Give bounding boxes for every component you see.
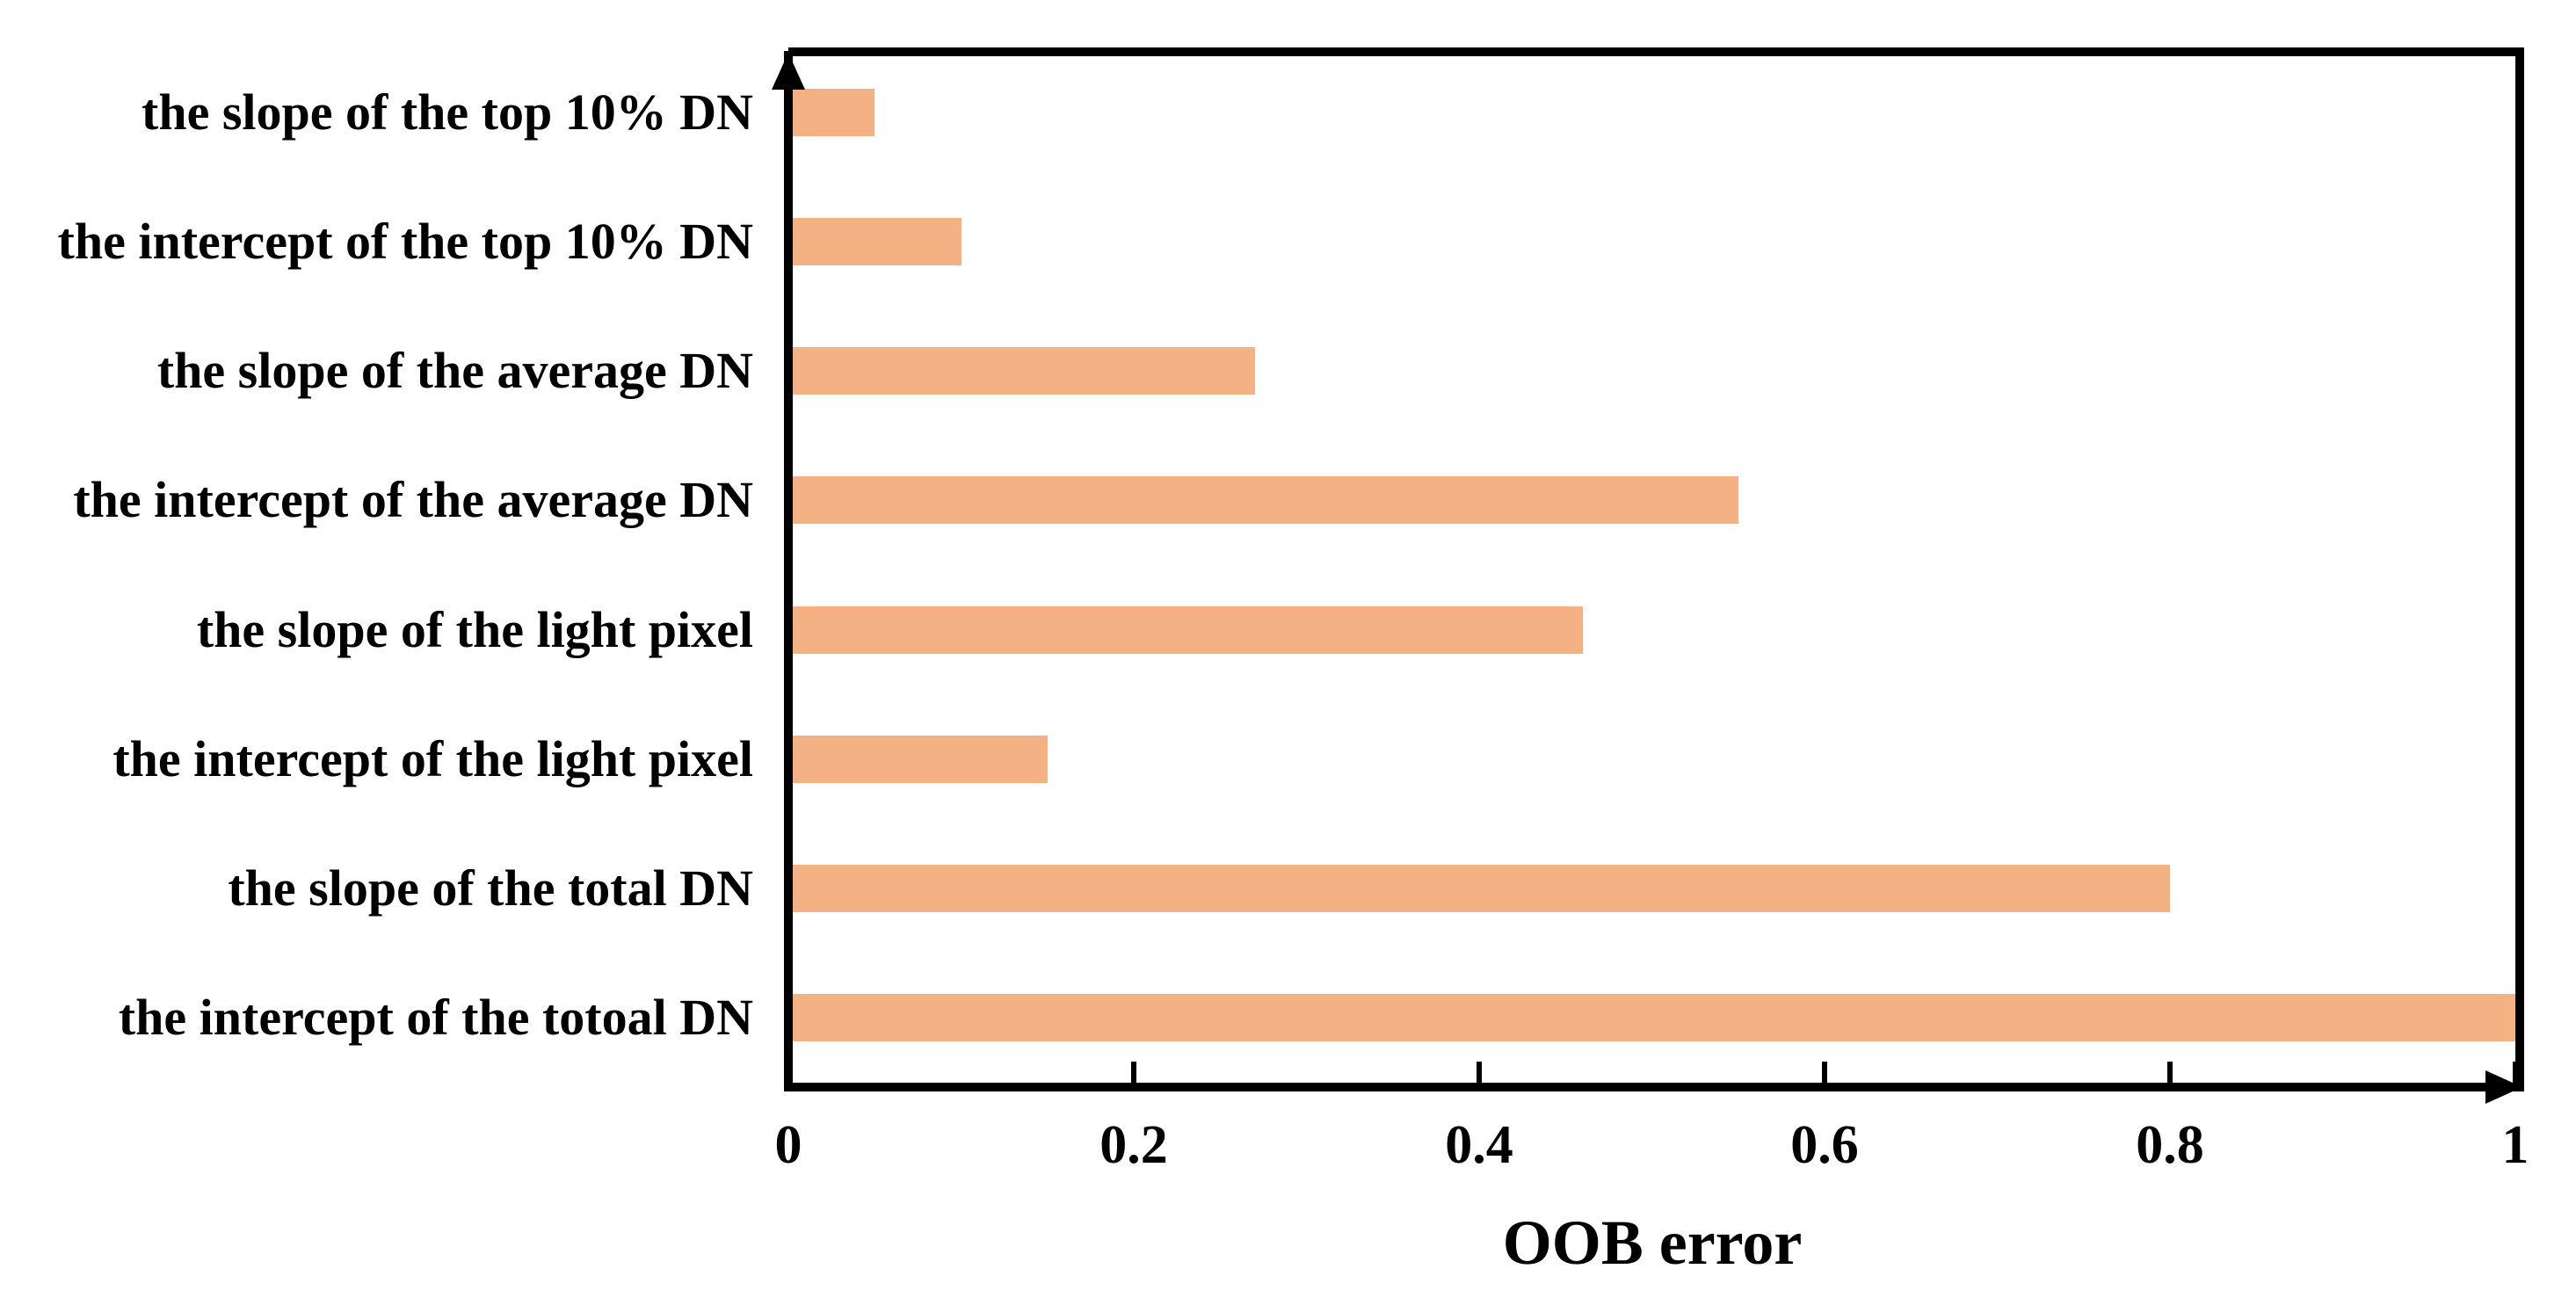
x-axis-tick-label: 0.4 [1445, 1115, 1513, 1175]
x-axis-tick [1822, 1062, 1827, 1083]
x-axis-tick [1477, 1062, 1482, 1083]
bar [788, 347, 1255, 395]
bar [788, 735, 1048, 783]
category-label: the intercept of the light pixel [112, 729, 753, 787]
x-axis-tick-label: 1 [2501, 1115, 2529, 1175]
category-label: the slope of the average DN [156, 342, 753, 400]
bar [788, 994, 2515, 1042]
x-axis-tick-label: 0.2 [1099, 1115, 1168, 1175]
category-label: the slope of the light pixel [196, 600, 753, 658]
x-axis-tick [1131, 1062, 1136, 1083]
bar [788, 217, 961, 265]
x-axis-line [784, 1083, 2519, 1091]
plot-area-border [788, 47, 2524, 1091]
y-axis-arrow-icon [772, 53, 805, 90]
category-label: the intercept of the average DN [73, 471, 753, 529]
x-axis-tick-label: 0 [774, 1115, 802, 1175]
category-label: the slope of the total DN [228, 859, 753, 917]
y-axis-line [784, 51, 793, 1091]
x-axis-tick-label: 0.6 [1790, 1115, 1859, 1175]
category-label: the slope of the top 10% DN [141, 83, 753, 141]
x-axis-title: OOB error [1502, 1207, 1803, 1278]
x-axis-tick [2167, 1062, 2173, 1083]
bar [788, 88, 875, 136]
x-axis-arrow-icon [2485, 1070, 2522, 1104]
x-axis-tick-label: 0.8 [2136, 1115, 2204, 1175]
category-label: the intercept of the totoal DN [118, 989, 753, 1047]
bar [788, 865, 2170, 913]
category-label: the intercept of the top 10% DN [57, 212, 753, 270]
bar [788, 605, 1583, 654]
bar [788, 476, 1738, 525]
